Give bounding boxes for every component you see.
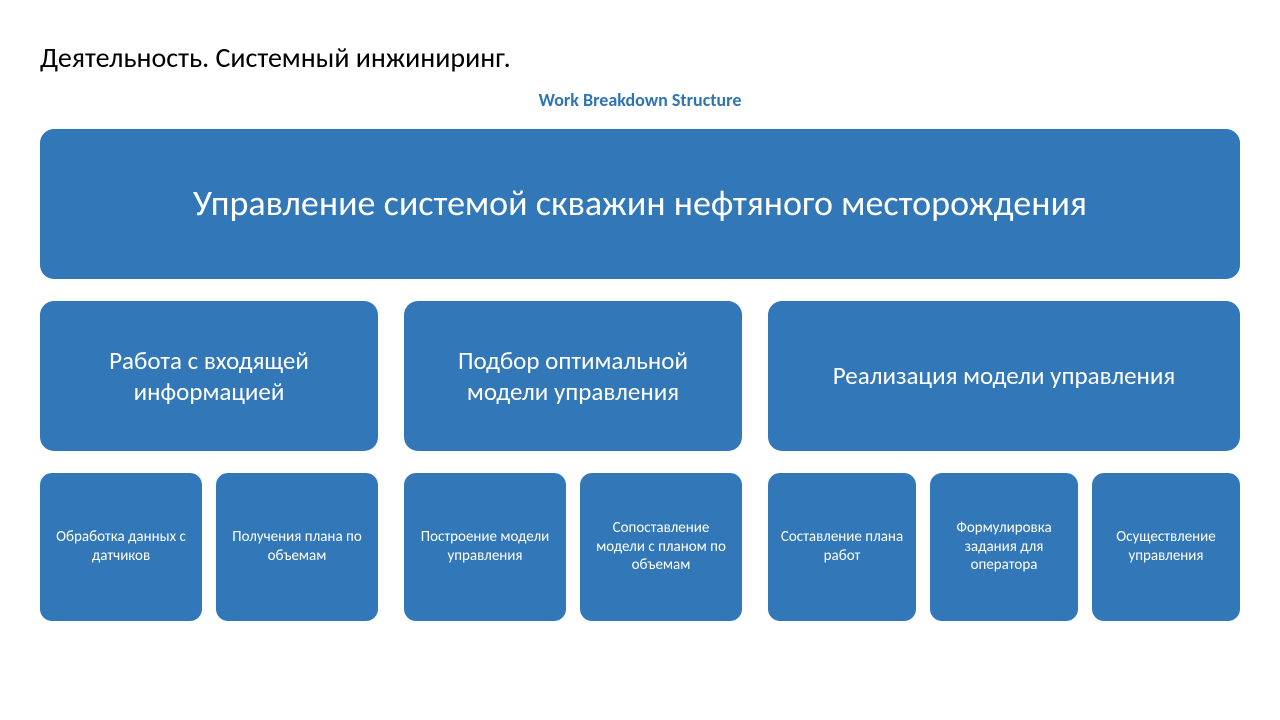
- wbs-level2-label: Работа с входящей информацией: [58, 345, 360, 408]
- wbs-level3-label: Формулировка задания для оператора: [938, 519, 1070, 575]
- wbs-level3-box: Построение модели управления: [404, 473, 566, 621]
- wbs-level3-group: Составление плана работ Формулировка зад…: [768, 473, 1240, 621]
- wbs-level2-box: Реализация модели управления: [768, 301, 1240, 451]
- wbs-level3-box: Осуществление управления: [1092, 473, 1240, 621]
- wbs-level3-box: Составление плана работ: [768, 473, 916, 621]
- wbs-level3-label: Составление плана работ: [776, 528, 908, 566]
- slide-title: Деятельность. Системный инжиниринг.: [40, 40, 1240, 75]
- wbs-level3-label: Обработка данных с датчиков: [48, 528, 194, 566]
- wbs-level3-box: Обработка данных с датчиков: [40, 473, 202, 621]
- wbs-level2-label: Реализация модели управления: [833, 360, 1176, 391]
- wbs-level2-row: Работа с входящей информацией Подбор опт…: [40, 301, 1240, 451]
- wbs-level3-label: Сопоставление модели с планом по объемам: [588, 519, 734, 575]
- wbs-level2-label: Подбор оптимальной модели управления: [422, 345, 724, 408]
- wbs-level3-box: Сопоставление модели с планом по объемам: [580, 473, 742, 621]
- slide: Деятельность. Системный инжиниринг. Work…: [0, 0, 1280, 720]
- wbs-level3-box: Формулировка задания для оператора: [930, 473, 1078, 621]
- wbs-level2-box: Работа с входящей информацией: [40, 301, 378, 451]
- wbs-root-label: Управление системой скважин нефтяного ме…: [193, 182, 1087, 225]
- wbs-root-box: Управление системой скважин нефтяного ме…: [40, 129, 1240, 279]
- wbs-level3-label: Осуществление управления: [1100, 528, 1232, 566]
- wbs-level2-box: Подбор оптимальной модели управления: [404, 301, 742, 451]
- wbs-level3-group: Обработка данных с датчиков Получения пл…: [40, 473, 378, 621]
- wbs-level3-box: Получения плана по объемам: [216, 473, 378, 621]
- wbs-level3-row: Обработка данных с датчиков Получения пл…: [40, 473, 1240, 621]
- wbs-level3-label: Построение модели управления: [412, 528, 558, 566]
- wbs-level3-label: Получения плана по объемам: [224, 528, 370, 566]
- slide-subtitle: Work Breakdown Structure: [40, 89, 1240, 111]
- wbs-level3-group: Построение модели управления Сопоставлен…: [404, 473, 742, 621]
